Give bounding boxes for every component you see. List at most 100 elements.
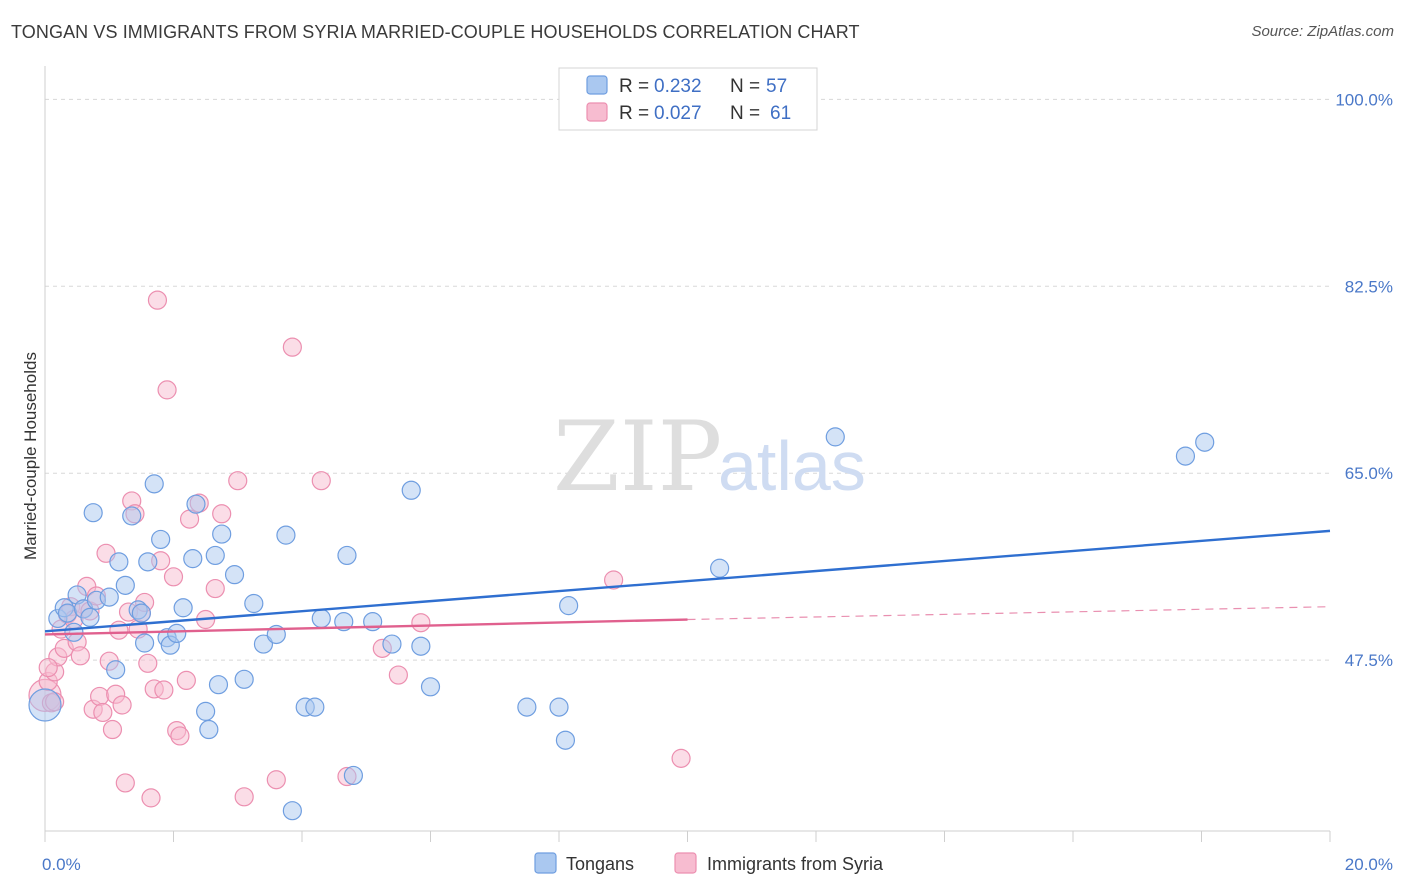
tongan-point	[276, 525, 296, 545]
tongan-point	[710, 558, 730, 578]
syria-point	[228, 471, 248, 491]
tongan-point	[549, 697, 569, 717]
syria-trend-line	[44, 618, 688, 636]
tongan-point	[205, 545, 225, 566]
tongan-point	[334, 612, 354, 632]
tongan-point	[196, 701, 216, 721]
tongan-point	[28, 688, 62, 722]
bottom-legend-syria: Immigrants from Syria	[707, 854, 884, 874]
tongan-point	[234, 669, 254, 689]
tongan-trend-line	[44, 529, 1331, 633]
tongan-point	[64, 622, 84, 642]
tongan-point	[1175, 446, 1196, 466]
syria-point	[90, 686, 110, 707]
bottom-legend: Tongans Immigrants from Syria	[534, 852, 884, 874]
legend-r-value-2: 0.027	[654, 103, 702, 124]
tongan-point	[253, 634, 274, 654]
tongan-point	[282, 801, 302, 821]
tongan-point	[559, 596, 579, 616]
y-tick-label-0: 100.0%	[1335, 90, 1393, 109]
tongan-point	[134, 633, 155, 653]
syria-point	[388, 665, 408, 685]
tongan-point	[343, 765, 363, 786]
syria-point	[411, 613, 431, 633]
legend-swatch-tongans	[586, 75, 608, 95]
chart-title: TONGAN VS IMMIGRANTS FROM SYRIA MARRIED-…	[11, 22, 860, 42]
syria-point	[282, 337, 302, 357]
tongan-point	[825, 427, 845, 447]
syria-point	[163, 567, 184, 587]
syria-point	[93, 702, 113, 723]
tongan-point	[151, 529, 171, 550]
tongan-point	[57, 603, 78, 623]
trend-lines	[44, 529, 1331, 636]
y-tick-labels: 100.0% 82.5% 65.0% 47.5%	[1335, 90, 1393, 670]
legend-n-label-1: N =	[730, 76, 760, 97]
tongan-point	[199, 719, 219, 740]
series-tongans-points	[28, 427, 1215, 821]
tongan-point	[555, 730, 576, 750]
tongan-point	[411, 636, 431, 656]
syria-point	[212, 504, 232, 524]
y-tick-label-2: 65.0%	[1345, 464, 1393, 483]
source-label: Source: ZipAtlas.com	[1251, 23, 1394, 40]
tongan-point	[517, 697, 537, 717]
y-tick-label-1: 82.5%	[1345, 277, 1393, 296]
tongan-point	[208, 675, 229, 695]
syria-point	[266, 770, 286, 790]
y-axis-title: Married-couple Households	[21, 352, 40, 560]
stats-legend: R = 0.232 N = 57 R = 0.027 N = 61	[558, 67, 818, 131]
tongan-point	[115, 575, 135, 595]
legend-r-label-1: R =	[619, 76, 649, 97]
tongan-point	[224, 565, 245, 585]
bottom-legend-swatch-tongans	[534, 852, 557, 874]
tongan-point	[311, 608, 331, 629]
tongan-point	[212, 524, 232, 544]
syria-point	[157, 380, 177, 400]
syria-point	[205, 578, 225, 599]
tongan-point	[106, 660, 126, 680]
tongan-point	[1195, 432, 1215, 452]
y-tick-label-3: 47.5%	[1345, 651, 1393, 670]
legend-n-value-2: 61	[770, 103, 791, 124]
x-tick-labels: 0.0% 20.0%	[42, 855, 1393, 874]
tongan-point	[183, 549, 203, 569]
tongan-point	[109, 552, 129, 572]
tongan-point	[305, 697, 325, 717]
syria-point	[102, 719, 123, 740]
x-tick-label-1: 20.0%	[1345, 855, 1393, 874]
tongan-point	[99, 587, 119, 607]
syria-point	[176, 670, 196, 691]
syria-point	[170, 726, 190, 746]
syria-point	[141, 788, 161, 808]
tongan-point	[167, 623, 187, 644]
tongan-point	[401, 480, 421, 500]
legend-n-label-2: N =	[730, 103, 760, 124]
syria-point	[70, 646, 90, 666]
syria-point	[147, 290, 168, 310]
tongan-point	[186, 494, 206, 514]
syria-point	[38, 657, 58, 678]
legend-r-label-2: R =	[619, 103, 649, 124]
tongan-point	[144, 474, 164, 494]
tongan-point	[131, 603, 151, 623]
syria-point	[115, 773, 135, 793]
syria-point	[138, 653, 158, 673]
syria-point	[671, 748, 691, 768]
syria-trend-line-extension	[687, 606, 1331, 621]
syria-point	[112, 695, 132, 715]
tongan-point	[80, 607, 100, 627]
watermark: ZIP atlas	[553, 401, 866, 513]
watermark-zip: ZIP	[553, 401, 722, 513]
tongan-point	[83, 503, 103, 523]
syria-point	[154, 680, 174, 700]
tongan-point	[173, 598, 193, 618]
legend-swatch-syria	[586, 102, 608, 122]
tongan-point	[420, 677, 441, 697]
syria-point	[604, 570, 624, 590]
legend-r-value-1: 0.232	[654, 76, 702, 97]
bottom-legend-swatch-syria	[674, 852, 697, 874]
series-syria-points	[28, 290, 691, 808]
tongan-point	[244, 593, 264, 614]
bottom-legend-tongans: Tongans	[566, 854, 634, 874]
